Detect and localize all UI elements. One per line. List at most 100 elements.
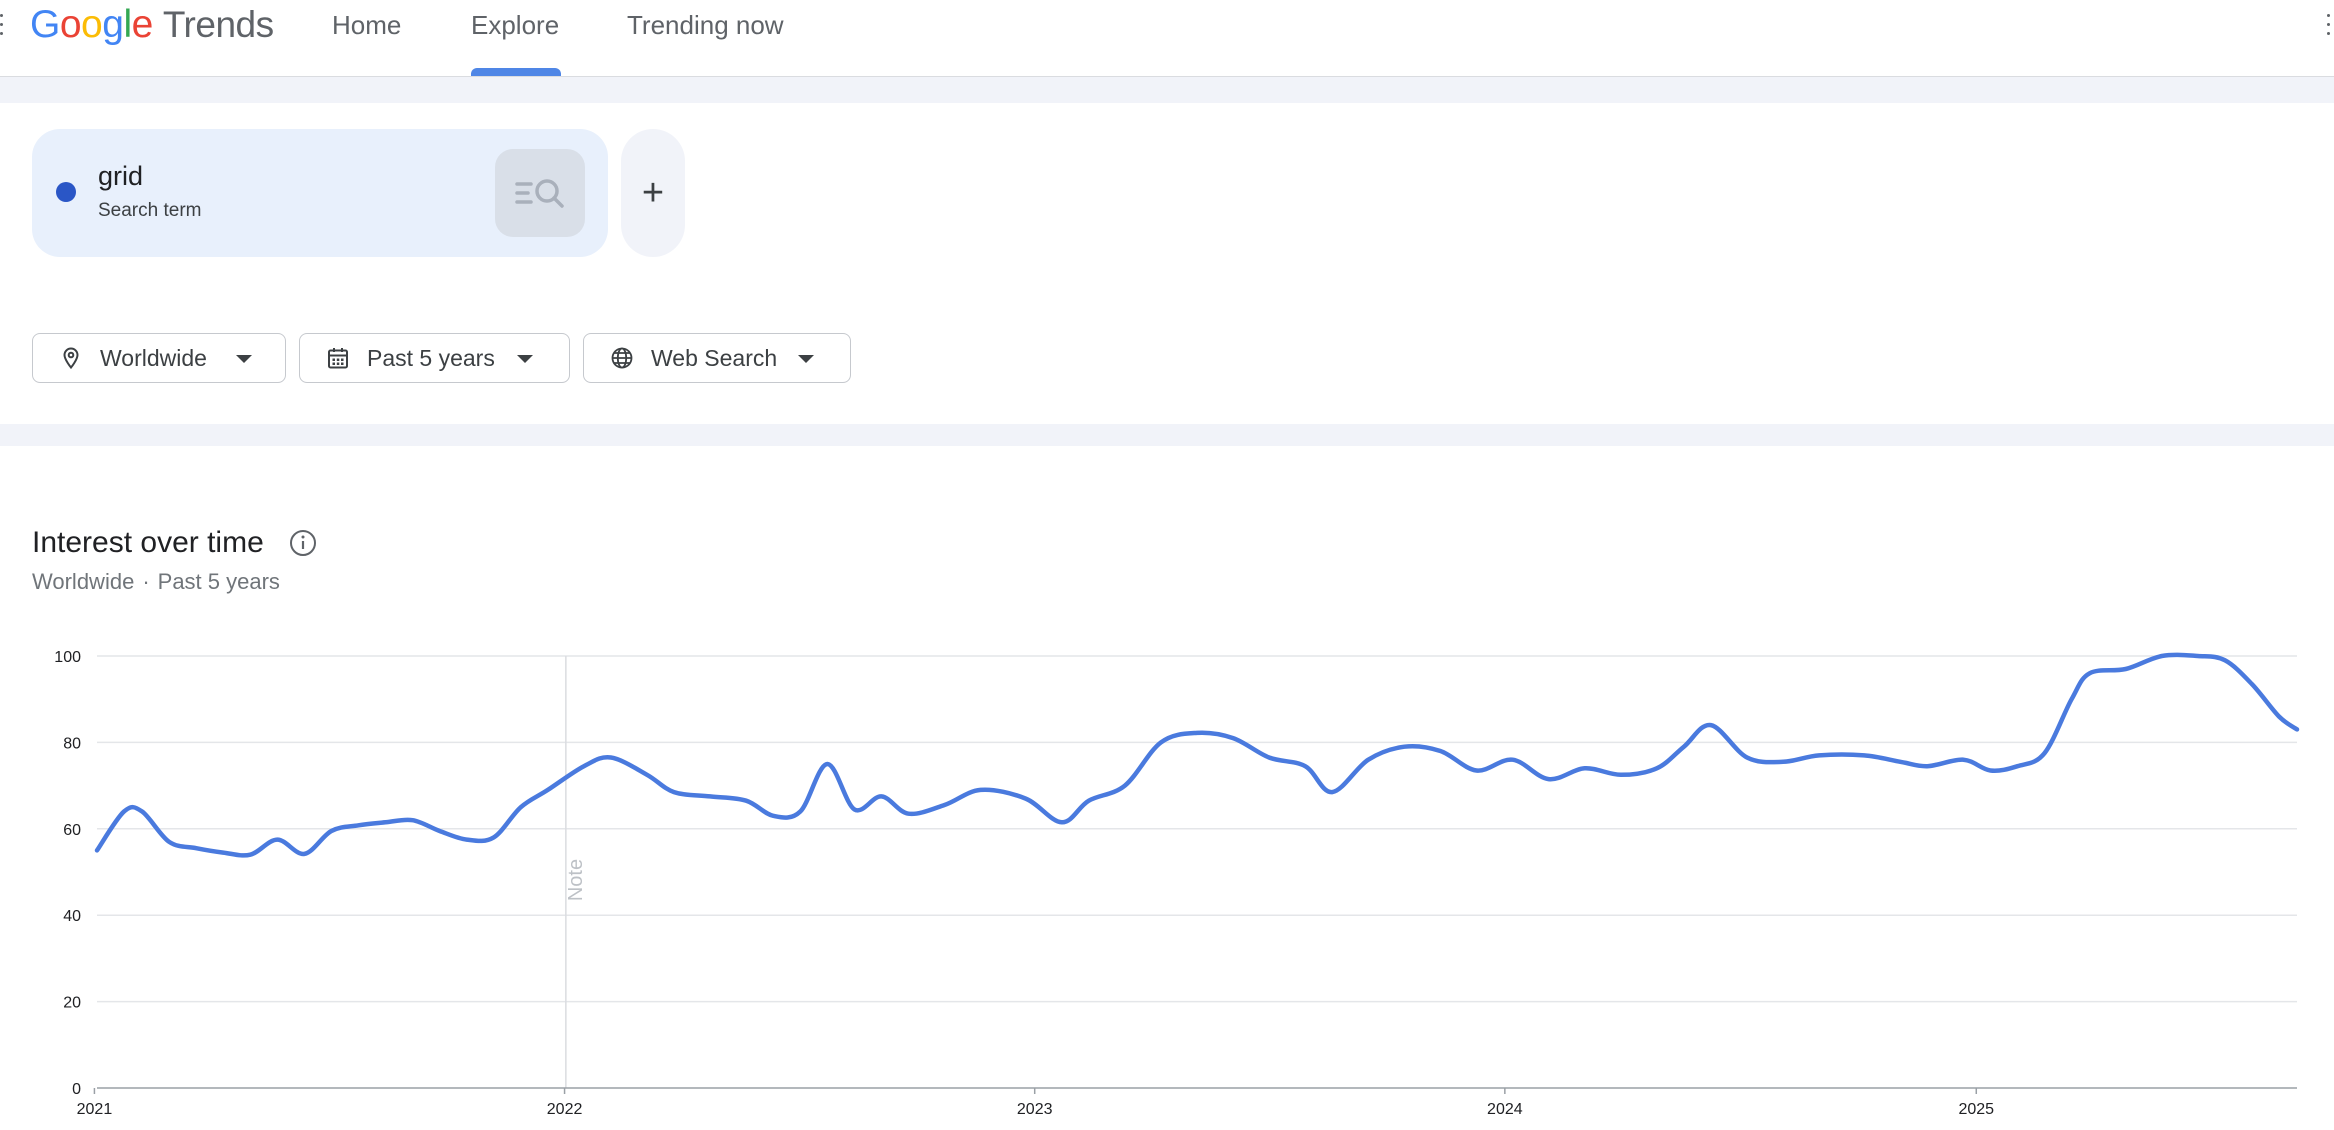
data-point bbox=[879, 794, 883, 798]
data-point bbox=[672, 790, 676, 794]
region-filter[interactable]: Worldwide bbox=[32, 333, 286, 383]
subtitle-time: Past 5 years bbox=[157, 569, 280, 594]
region-filter-label: Worldwide bbox=[100, 345, 207, 371]
info-icon[interactable] bbox=[288, 528, 318, 558]
dropdown-arrow-icon bbox=[236, 355, 252, 363]
dropdown-arrow-icon bbox=[517, 355, 533, 363]
search-property-filter-label: Web Search bbox=[651, 345, 778, 371]
data-point bbox=[1195, 731, 1199, 735]
data-point bbox=[1781, 760, 1785, 764]
subtitle-separator: · bbox=[142, 569, 150, 594]
data-point bbox=[1159, 740, 1163, 744]
data-point bbox=[1682, 745, 1686, 749]
data-point bbox=[906, 812, 910, 816]
search-property-filter[interactable]: Web Search bbox=[583, 333, 851, 383]
data-point bbox=[2124, 667, 2128, 671]
data-point bbox=[194, 846, 198, 850]
data-point bbox=[492, 835, 496, 839]
data-point bbox=[1267, 756, 1271, 760]
x-tick-label: 2022 bbox=[547, 1101, 583, 1118]
add-comparison-button[interactable]: + bbox=[621, 129, 685, 257]
time-range-filter[interactable]: Past 5 years bbox=[299, 333, 570, 383]
data-point bbox=[1961, 758, 1965, 762]
data-point bbox=[140, 810, 144, 814]
data-point bbox=[2043, 751, 2047, 755]
data-point bbox=[1060, 820, 1064, 824]
data-point bbox=[248, 853, 252, 857]
data-point bbox=[1655, 766, 1659, 770]
data-point bbox=[356, 823, 360, 827]
data-point bbox=[2015, 764, 2019, 768]
section-divider bbox=[0, 424, 2334, 446]
data-point bbox=[1511, 758, 1515, 762]
data-point bbox=[1862, 753, 1866, 757]
x-tick-label: 2021 bbox=[77, 1101, 113, 1118]
data-point bbox=[384, 820, 388, 824]
note-annotation: Note bbox=[565, 859, 587, 901]
more-options-icon[interactable] bbox=[2327, 14, 2331, 40]
search-list-icon bbox=[515, 179, 564, 208]
y-tick-label: 60 bbox=[63, 822, 81, 839]
data-point bbox=[519, 805, 523, 809]
data-point bbox=[1988, 768, 1992, 772]
y-tick-label: 20 bbox=[63, 995, 81, 1012]
data-point bbox=[221, 851, 225, 855]
data-point bbox=[1366, 758, 1370, 762]
tab-trending-now[interactable]: Trending now bbox=[627, 10, 784, 40]
y-tick-label: 0 bbox=[72, 1081, 81, 1098]
dropdown-arrow-icon bbox=[798, 355, 814, 363]
data-point bbox=[1817, 753, 1821, 757]
data-point bbox=[645, 773, 649, 777]
search-options-button[interactable] bbox=[495, 149, 585, 237]
data-point bbox=[771, 814, 775, 818]
search-term-text[interactable]: grid bbox=[98, 161, 144, 191]
data-point bbox=[2250, 682, 2254, 686]
y-tick-label: 80 bbox=[63, 735, 81, 752]
data-point bbox=[329, 829, 333, 833]
data-point bbox=[2295, 727, 2299, 731]
interest-over-time-chart[interactable]: 0 20 40 60 80 100 Note 2021 2022 2023 2024 2025 bbox=[0, 620, 2334, 1130]
data-point bbox=[438, 829, 442, 833]
calendar-icon bbox=[328, 348, 348, 369]
data-point bbox=[1475, 768, 1479, 772]
time-range-filter-label: Past 5 years bbox=[367, 345, 495, 371]
tab-home[interactable]: Home bbox=[332, 10, 402, 40]
data-point bbox=[609, 756, 613, 760]
data-point bbox=[1619, 773, 1623, 777]
data-point bbox=[1438, 749, 1442, 753]
data-point bbox=[798, 810, 802, 814]
data-point bbox=[275, 838, 279, 842]
menu-icon[interactable] bbox=[0, 14, 4, 40]
data-point bbox=[582, 764, 586, 768]
data-point bbox=[1330, 790, 1334, 794]
data-point bbox=[2196, 654, 2200, 658]
subtitle-region: Worldwide bbox=[32, 569, 135, 594]
data-point bbox=[95, 848, 99, 852]
data-point bbox=[122, 810, 126, 814]
data-point bbox=[1583, 766, 1587, 770]
google-trends-logo[interactable]: Google Trends bbox=[30, 3, 274, 46]
data-point bbox=[1898, 760, 1902, 764]
data-point bbox=[943, 803, 947, 807]
chart-title: Interest over time bbox=[32, 526, 264, 559]
data-point bbox=[2277, 714, 2281, 718]
section-divider bbox=[0, 77, 2334, 103]
data-point bbox=[1745, 756, 1749, 760]
active-tab-indicator bbox=[471, 68, 561, 76]
data-point bbox=[1231, 736, 1235, 740]
data-point bbox=[1087, 799, 1091, 803]
data-point bbox=[2070, 697, 2074, 701]
data-point bbox=[825, 762, 829, 766]
data-point bbox=[167, 840, 171, 844]
tab-explore[interactable]: Explore bbox=[471, 10, 560, 40]
chart-subtitle: Worldwide · Past 5 years bbox=[32, 569, 280, 595]
plus-icon: + bbox=[641, 172, 665, 214]
data-point bbox=[302, 852, 306, 856]
data-point bbox=[744, 799, 748, 803]
data-point bbox=[1547, 777, 1551, 781]
search-term-card[interactable]: grid Search term bbox=[32, 129, 608, 257]
data-point bbox=[546, 788, 550, 792]
data-point bbox=[411, 818, 415, 822]
location-pin-icon bbox=[63, 347, 79, 370]
data-point bbox=[465, 838, 469, 842]
